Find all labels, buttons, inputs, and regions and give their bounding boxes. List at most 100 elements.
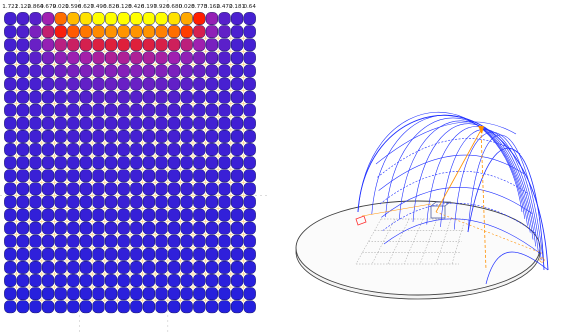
grid-marker: [140, 154, 145, 159]
grid-marker: [77, 49, 82, 54]
grid-marker: [128, 245, 132, 250]
heatmap-cell: [243, 77, 256, 91]
grid-marker: [115, 75, 120, 80]
grid-marker: [153, 62, 158, 67]
grid-marker: [27, 101, 32, 106]
heatmap-cell: [193, 77, 206, 91]
heatmap-cell: [130, 195, 143, 209]
grid-marker: [216, 127, 221, 132]
heatmap-cell: [54, 38, 67, 52]
heatmap-cell: [167, 77, 181, 91]
heatmap-cell: [230, 247, 244, 261]
grid-marker: [153, 114, 158, 119]
grid-marker: [216, 36, 221, 41]
grid-marker: [65, 75, 69, 80]
heatmap-cell: [41, 38, 55, 52]
grid-marker: [241, 272, 246, 276]
heatmap-cell: [92, 90, 105, 104]
heatmap-cell: [230, 77, 244, 91]
grid-marker: [216, 49, 221, 54]
grid-marker: [241, 167, 246, 172]
sun-ray: [435, 129, 482, 213]
grid-marker: [65, 285, 69, 290]
heatmap-cell: [67, 12, 80, 25]
grid-marker: [65, 154, 69, 159]
heatmap-cell: [155, 247, 168, 261]
grid-marker: [52, 62, 57, 67]
grid-marker: [52, 127, 57, 132]
grid-marker: [77, 167, 82, 172]
grid-marker: [140, 167, 145, 172]
heatmap-cell: [67, 247, 80, 261]
dome-3d-view[interactable]: [286, 94, 562, 332]
grid-marker: [65, 62, 69, 67]
heatmap-cell: [155, 261, 168, 274]
grid-marker: [65, 180, 69, 185]
grid-marker: [128, 258, 132, 263]
heatmap-cell: [54, 64, 67, 78]
heatmap-cell: [130, 247, 143, 261]
heatmap-cell: [167, 90, 181, 104]
heatmap-cell: [92, 156, 105, 170]
heatmap-cell: [29, 64, 42, 78]
heatmap-cell: [243, 287, 256, 301]
heatmap-cell: [4, 143, 17, 156]
grid-marker: [77, 75, 82, 80]
heatmap-cell: [243, 90, 256, 104]
grid-marker: [128, 88, 132, 93]
heatmap-cell: [142, 300, 156, 314]
grid-marker: [128, 101, 132, 106]
floor-grid-line: [355, 218, 382, 265]
heatmap-cell: [117, 182, 130, 196]
heatmap-cell: [142, 77, 156, 91]
heatmap-cell: [130, 77, 143, 91]
dome-meridian: [385, 117, 528, 226]
grid-marker: [14, 285, 19, 290]
heatmap-cell: [218, 51, 231, 65]
heatmap-cell: [205, 25, 219, 39]
grid-marker: [216, 272, 221, 276]
grid-marker: [14, 245, 19, 250]
heatmap-cell: [218, 234, 231, 248]
grid-marker: [178, 167, 183, 172]
grid-marker: [115, 272, 120, 276]
grid-marker: [77, 141, 82, 145]
grid-marker: [178, 272, 183, 276]
heatmap-cell: [41, 90, 55, 104]
grid-marker: [52, 114, 57, 119]
heatmap-cell: [218, 116, 231, 130]
dome-parallel: [378, 154, 525, 191]
heatmap-cell: [218, 156, 231, 170]
grid-marker: [241, 180, 246, 185]
heatmap-cell: [230, 90, 244, 104]
heatmap-cell: [180, 247, 193, 261]
grid-marker: [102, 62, 107, 67]
grid-marker: [203, 127, 208, 132]
grid-marker: [128, 193, 132, 198]
heatmap-cell: [167, 195, 181, 209]
heatmap-cell: [243, 64, 256, 78]
grid-marker: [153, 193, 158, 198]
heatmap-cell: [180, 169, 193, 183]
heatmap-cell: [142, 130, 156, 143]
grid-marker: [102, 193, 107, 198]
grid-marker: [178, 101, 183, 106]
grid-marker: [165, 272, 170, 276]
grid-marker: [77, 101, 82, 106]
grid-marker: [115, 62, 120, 67]
heatmap-cell: [130, 182, 143, 196]
grid-marker: [191, 206, 195, 211]
grid-marker: [228, 141, 233, 145]
grid-marker: [52, 232, 57, 237]
heatmap-cell: [230, 208, 244, 222]
grid-marker: [203, 75, 208, 80]
sun-drop-line: [480, 129, 487, 271]
heatmap-cell: [104, 169, 118, 183]
heatmap-cell: [104, 64, 118, 78]
grid-marker: [39, 154, 44, 159]
grid-marker: [153, 298, 158, 303]
grid-marker: [191, 245, 195, 250]
heatmap-cell: [41, 195, 55, 209]
grid-marker: [216, 206, 221, 211]
grid-marker: [14, 88, 19, 93]
